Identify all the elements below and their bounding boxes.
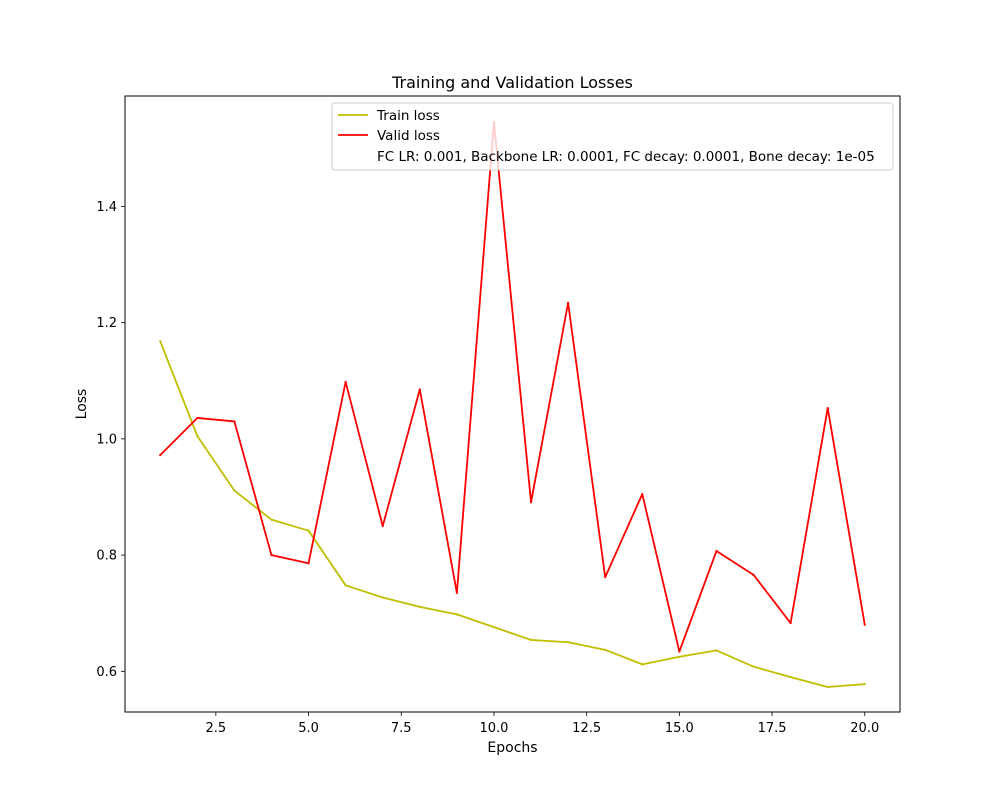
data-point-valid-loss xyxy=(715,549,718,553)
data-point-train-loss xyxy=(418,605,421,608)
y-tick-label: 0.6 xyxy=(96,665,117,680)
data-point-valid-loss xyxy=(307,562,310,565)
data-point-valid-loss xyxy=(196,416,199,420)
data-point-valid-loss xyxy=(455,591,458,594)
plot-frame xyxy=(124,95,901,713)
data-point-valid-loss xyxy=(678,650,681,653)
data-point-train-loss xyxy=(752,665,755,668)
data-point-valid-loss xyxy=(641,492,644,496)
x-tick-label: 7.5 xyxy=(391,721,412,736)
data-point-valid-loss xyxy=(567,301,570,304)
series-layer xyxy=(159,121,866,689)
legend-note-hyperparameters: FC LR: 0.001, Backbone LR: 0.0001, FC de… xyxy=(377,149,875,165)
data-point-train-loss xyxy=(492,626,496,629)
y-axis-label: Loss xyxy=(74,389,90,420)
data-point-train-loss xyxy=(270,518,273,521)
series-line-valid-loss xyxy=(159,121,866,653)
y-tick-label: 0.8 xyxy=(96,549,117,564)
data-point-valid-loss xyxy=(604,576,607,579)
data-point-train-loss xyxy=(455,613,458,616)
y-tick-label: 1.2 xyxy=(96,316,117,331)
x-tick-label: 2.5 xyxy=(206,721,227,736)
data-point-valid-loss xyxy=(159,454,162,457)
data-point-valid-loss xyxy=(529,501,533,504)
data-point-train-loss xyxy=(233,489,236,492)
data-point-valid-loss xyxy=(381,524,384,528)
data-point-train-loss xyxy=(789,676,792,679)
x-axis-label: Epochs xyxy=(487,740,537,756)
data-point-valid-loss xyxy=(752,573,755,576)
x-tick-label: 5.0 xyxy=(298,721,319,736)
data-point-valid-loss xyxy=(863,623,866,626)
data-point-valid-loss xyxy=(418,388,421,391)
x-tick-label: 12.5 xyxy=(572,721,601,736)
legend-box xyxy=(331,102,894,171)
data-point-valid-loss xyxy=(270,553,273,557)
x-tick-label: 20.0 xyxy=(850,721,879,736)
data-point-train-loss xyxy=(344,584,347,587)
x-axis-ticks: 2.5 5.0 7.5 10.0 12.5 15.0 17.5 20.0 xyxy=(206,712,879,736)
data-point-train-loss xyxy=(678,655,681,658)
x-tick-label: 15.0 xyxy=(665,721,694,736)
data-point-train-loss xyxy=(196,434,199,438)
data-point-valid-loss xyxy=(233,420,236,423)
data-point-train-loss xyxy=(604,648,607,651)
y-tick-label: 1.0 xyxy=(96,432,117,447)
x-tick-label: 17.5 xyxy=(758,721,787,736)
data-point-train-loss xyxy=(381,596,384,599)
legend-label-train-loss: Train loss xyxy=(376,108,440,124)
chart-title: Training and Validation Losses xyxy=(391,73,633,92)
data-point-valid-loss xyxy=(789,621,792,625)
data-point-train-loss xyxy=(863,683,866,686)
data-point-train-loss xyxy=(641,663,644,666)
data-point-train-loss xyxy=(826,685,829,689)
data-point-valid-loss xyxy=(826,406,829,410)
data-point-valid-loss xyxy=(344,380,347,384)
data-point-train-loss xyxy=(567,641,570,644)
legend-label-valid-loss: Valid loss xyxy=(377,128,440,144)
legend: Train loss Valid loss FC LR: 0.001, Back… xyxy=(331,102,894,171)
data-point-train-loss xyxy=(159,340,162,343)
x-tick-label: 10.0 xyxy=(479,721,508,736)
series-line-train-loss xyxy=(159,340,865,688)
data-point-train-loss xyxy=(307,529,310,532)
y-axis-ticks: 0.6 0.8 1.0 1.2 1.4 xyxy=(96,200,125,680)
data-point-train-loss xyxy=(715,649,718,652)
y-tick-label: 1.4 xyxy=(96,200,117,215)
data-point-train-loss xyxy=(529,638,533,642)
